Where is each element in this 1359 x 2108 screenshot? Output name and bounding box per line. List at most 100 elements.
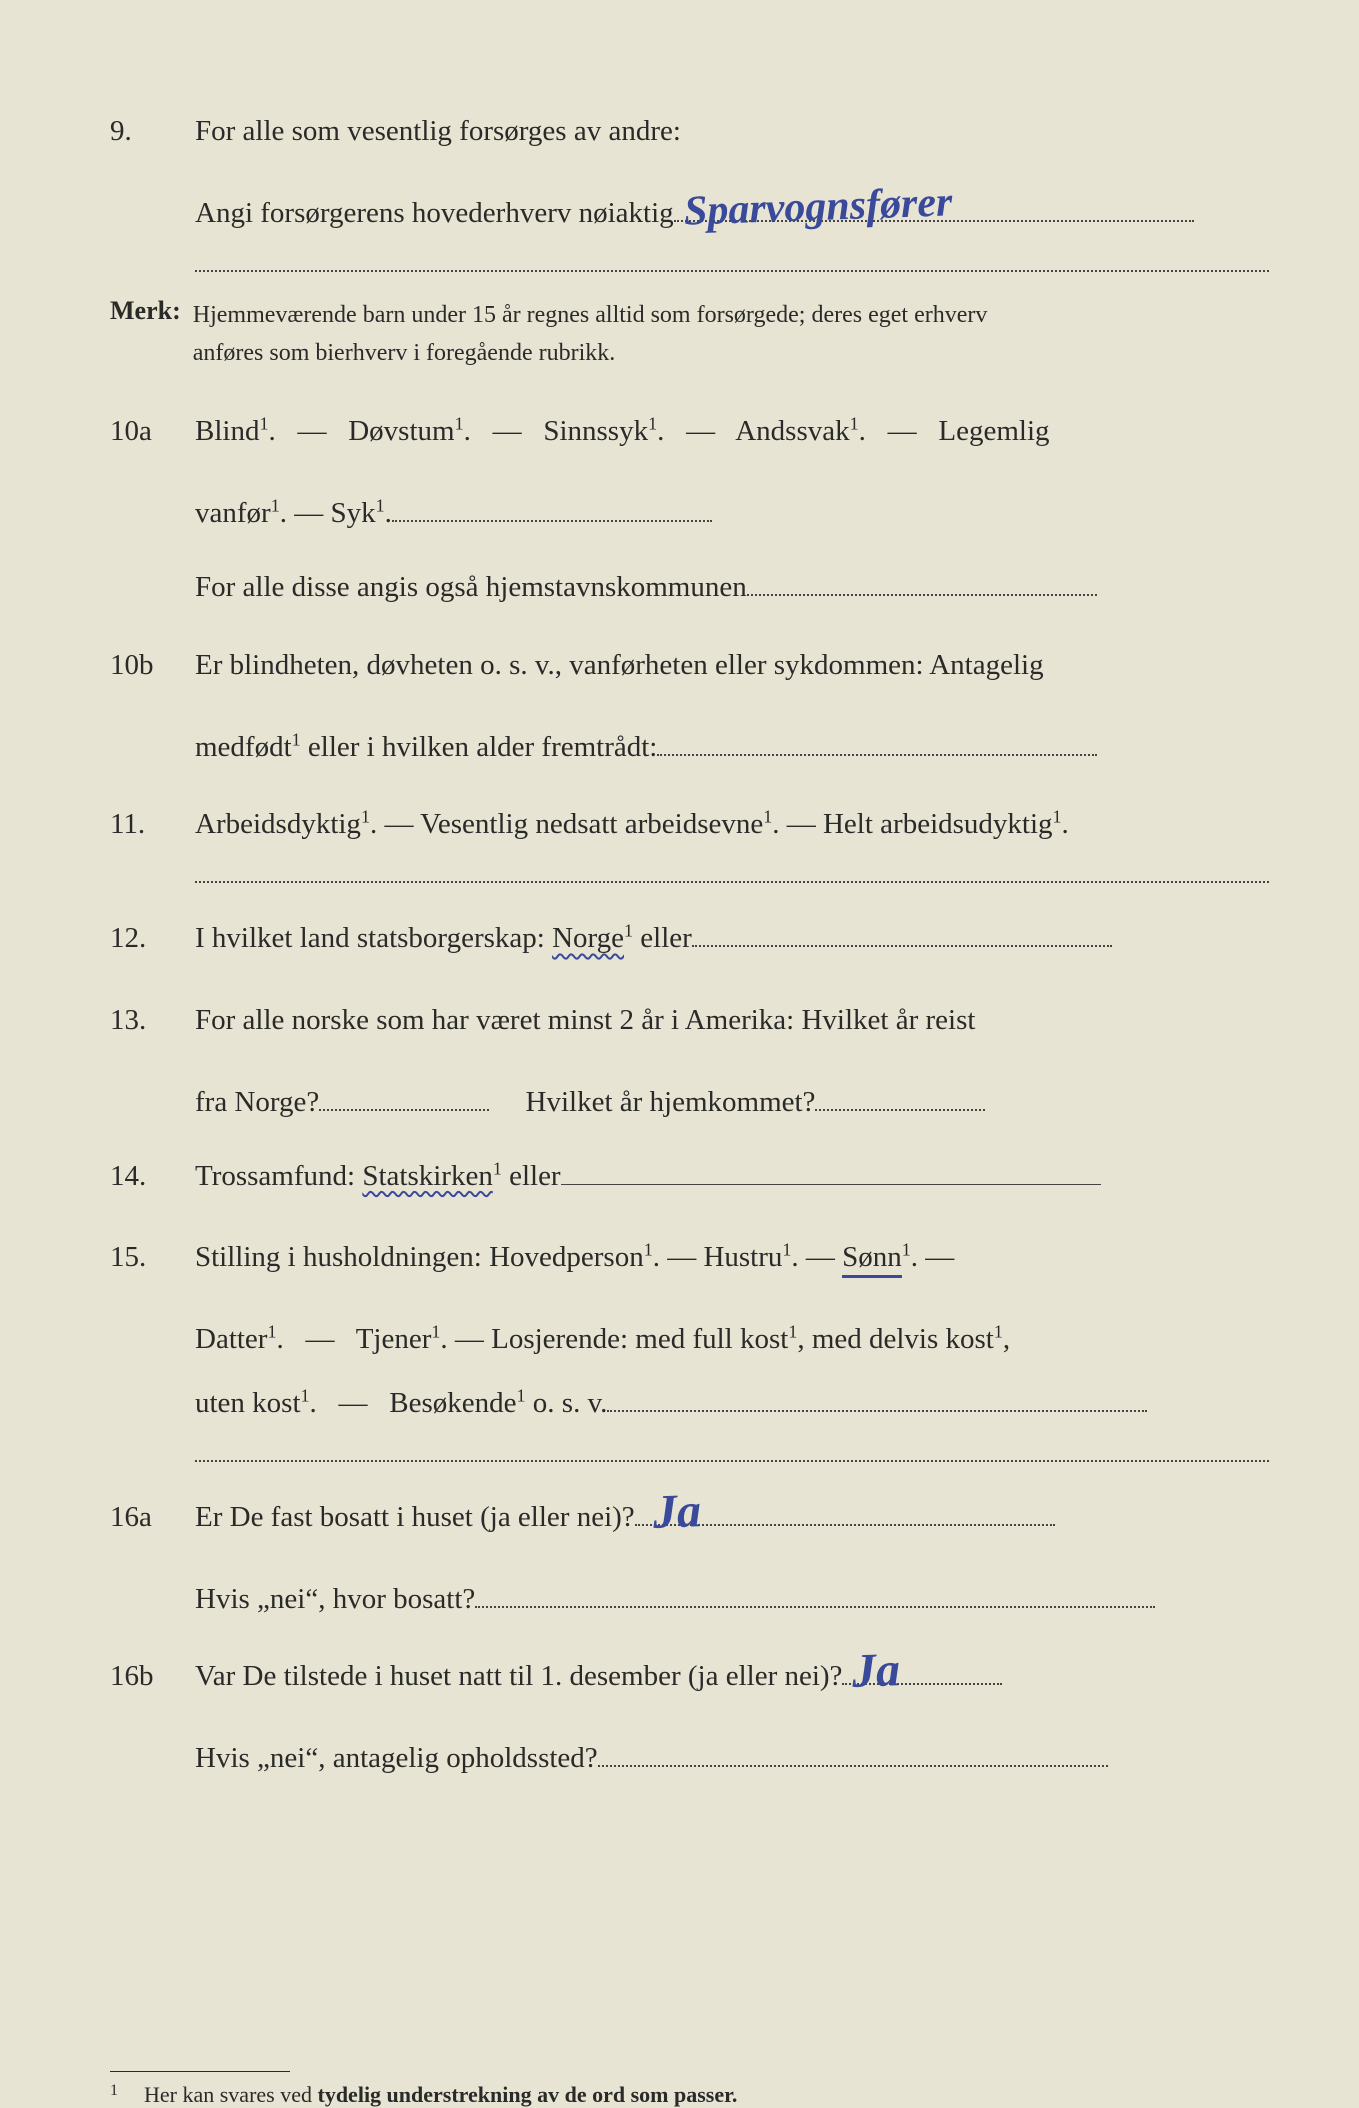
merk-note: Merk: Hjemmeværende barn under 15 år reg… — [110, 296, 1269, 373]
q16b-opholdssted-line[interactable] — [598, 1738, 1108, 1767]
q15-fill-line[interactable] — [607, 1383, 1147, 1412]
q15-opt2: Hustru — [703, 1241, 782, 1273]
footnote-number: 1 — [110, 2082, 130, 2108]
q16a-fill-line[interactable]: Ja — [635, 1497, 1055, 1526]
q15-opt1: Hovedperson — [489, 1241, 644, 1273]
q16b-fill-line[interactable]: Ja — [842, 1656, 1002, 1685]
q15-line2: Datter1. — Tjener1. — Losjerende: med fu… — [195, 1308, 1269, 1372]
q10a-line2: vanfør1. — Syk1. — [195, 482, 1269, 546]
q15-opt8-prefix: Besøkende — [389, 1387, 516, 1419]
q10b-line2-prefix: medfødt — [195, 731, 292, 763]
q14-prefix: Trossamfund: — [195, 1160, 362, 1192]
question-13: 13. For alle norske som har været minst … — [110, 989, 1269, 1053]
q10b-line2-suffix: eller i hvilken alder fremtrådt: — [301, 731, 658, 763]
q11-content: Arbeidsdyktig1. — Vesentlig nedsatt arbe… — [195, 793, 1269, 857]
q11-opt2: Vesentlig nedsatt arbeidsevne — [420, 808, 763, 840]
q13-year2-line[interactable] — [815, 1082, 985, 1111]
q15-opt7: uten kost — [195, 1387, 301, 1419]
q16a-bosatt-line[interactable] — [475, 1579, 1155, 1608]
q14-content: Trossamfund: Statskirken1 eller — [195, 1145, 1269, 1209]
q13-number: 13. — [110, 993, 195, 1048]
q13-content: For alle norske som har været minst 2 år… — [195, 989, 1269, 1053]
q10a-opt4: Andssvak — [735, 415, 849, 447]
q12-content: I hvilket land statsborgerskap: Norge1 e… — [195, 907, 1269, 971]
footnote-rule — [110, 2071, 290, 2072]
q9-line1: For alle som vesentlig forsørges av andr… — [195, 115, 681, 147]
q9-content: For alle som vesentlig forsørges av andr… — [195, 100, 1269, 164]
q16a-line2-text: Hvis „nei“, hvor bosatt? — [195, 1583, 475, 1615]
question-14: 14. Trossamfund: Statskirken1 eller — [110, 1145, 1269, 1209]
q15-prefix: Stilling i husholdningen: — [195, 1241, 489, 1273]
q16b-number: 16b — [110, 1649, 195, 1704]
q14-number: 14. — [110, 1149, 195, 1204]
question-15: 15. Stilling i husholdningen: Hovedperso… — [110, 1226, 1269, 1290]
q16a-number: 16a — [110, 1490, 195, 1545]
q14-suffix: eller — [509, 1160, 561, 1192]
q9-handwritten-answer: Sparvognsfører — [682, 156, 953, 258]
divider-after-15 — [195, 1460, 1269, 1462]
q10b-line1: Er blindheten, døvheten o. s. v., vanfør… — [195, 649, 1044, 681]
q16b-line2-text: Hvis „nei“, antagelig opholdssted? — [195, 1742, 598, 1774]
q10a-opt2: Døvstum — [348, 415, 454, 447]
footnote: 1 Her kan svares ved tydelig understrekn… — [110, 2082, 1269, 2108]
q13-line1: For alle norske som har været minst 2 år… — [195, 1004, 975, 1036]
q12-number: 12. — [110, 911, 195, 966]
q16b-content: Var De tilstede i huset natt til 1. dese… — [195, 1645, 1269, 1709]
q15-sonn-underlined: Sønn — [842, 1241, 902, 1278]
q16b-handwritten-answer: Ja — [851, 1618, 903, 1725]
divider-after-11 — [195, 881, 1269, 883]
merk-text: Hjemmeværende barn under 15 år regnes al… — [193, 296, 988, 373]
q11-opt1: Arbeidsdyktig — [195, 808, 361, 840]
q10a-line3-text: For alle disse angis også hjemstavnskomm… — [195, 571, 747, 603]
q13-year1-line[interactable] — [319, 1082, 489, 1111]
q10b-line2: medfødt1 eller i hvilken alder fremtrådt… — [195, 716, 1269, 780]
divider-after-9 — [195, 270, 1269, 272]
q10b-content: Er blindheten, døvheten o. s. v., vanfør… — [195, 634, 1269, 698]
q15-opt6-prefix: Losjerende: med full kost — [491, 1323, 788, 1355]
q9-number: 9. — [110, 104, 195, 159]
q10a-line3: For alle disse angis også hjemstavnskomm… — [195, 556, 1269, 620]
q10a-opt7: Syk — [330, 497, 375, 529]
q15-opt8-suffix: o. s. v. — [533, 1387, 608, 1419]
q10a-kommune-line[interactable] — [747, 567, 1097, 596]
merk-text-2: anføres som bierhverv i foregående rubri… — [193, 340, 616, 366]
q10a-opt1: Blind — [195, 415, 259, 447]
q16a-line2: Hvis „nei“, hvor bosatt? — [195, 1568, 1269, 1632]
q13-line2a: fra Norge? — [195, 1086, 319, 1118]
q10a-opt6: vanfør — [195, 497, 271, 529]
q16b-line1: Var De tilstede i huset natt til 1. dese… — [195, 1660, 842, 1692]
q15-number: 15. — [110, 1230, 195, 1285]
q10a-content: Blind1. — Døvstum1. — Sinnssyk1. — Andss… — [195, 400, 1269, 464]
q16b-line2: Hvis „nei“, antagelig opholdssted? — [195, 1727, 1269, 1791]
q9-line2-text: Angi forsørgerens hovederhverv nøiaktig — [195, 197, 674, 229]
question-16a: 16a Er De fast bosatt i huset (ja eller … — [110, 1486, 1269, 1550]
q12-suffix: eller — [640, 922, 692, 954]
q15-content: Stilling i husholdningen: Hovedperson1. … — [195, 1226, 1269, 1290]
question-10a: 10a Blind1. — Døvstum1. — Sinnssyk1. — A… — [110, 400, 1269, 464]
q11-number: 11. — [110, 797, 195, 852]
question-10b: 10b Er blindheten, døvheten o. s. v., va… — [110, 634, 1269, 698]
q10b-fill-line[interactable] — [657, 727, 1097, 756]
q10a-syk-line[interactable] — [392, 493, 712, 522]
q11-opt3: Helt arbeidsudyktig — [823, 808, 1053, 840]
q10a-opt3: Sinnssyk — [543, 415, 648, 447]
question-16b: 16b Var De tilstede i huset natt til 1. … — [110, 1645, 1269, 1709]
q16a-handwritten-answer: Ja — [651, 1458, 703, 1565]
q14-statskirken-underlined: Statskirken — [362, 1160, 493, 1192]
merk-label: Merk: — [110, 296, 181, 326]
q12-norge-underlined: Norge — [552, 922, 624, 954]
question-12: 12. I hvilket land statsborgerskap: Norg… — [110, 907, 1269, 971]
q12-prefix: I hvilket land statsborgerskap: — [195, 922, 552, 954]
q15-opt4: Datter — [195, 1323, 267, 1355]
q9-line2: Angi forsørgerens hovederhverv nøiaktig … — [195, 182, 1269, 246]
q9-fill-line[interactable]: Sparvognsfører — [674, 193, 1194, 222]
q15-opt5: Tjener — [356, 1323, 432, 1355]
q10a-opt5: Legemlig — [938, 415, 1049, 447]
q14-fill-line[interactable] — [561, 1156, 1101, 1185]
q10b-number: 10b — [110, 638, 195, 693]
q16a-content: Er De fast bosatt i huset (ja eller nei)… — [195, 1486, 1269, 1550]
q12-fill-line[interactable] — [692, 918, 1112, 947]
q13-line2: fra Norge? Hvilket år hjemkommet? — [195, 1071, 1269, 1135]
q13-line2b: Hvilket år hjemkommet? — [526, 1086, 816, 1118]
q15-line3: uten kost1. — Besøkende1 o. s. v. — [195, 1372, 1269, 1436]
